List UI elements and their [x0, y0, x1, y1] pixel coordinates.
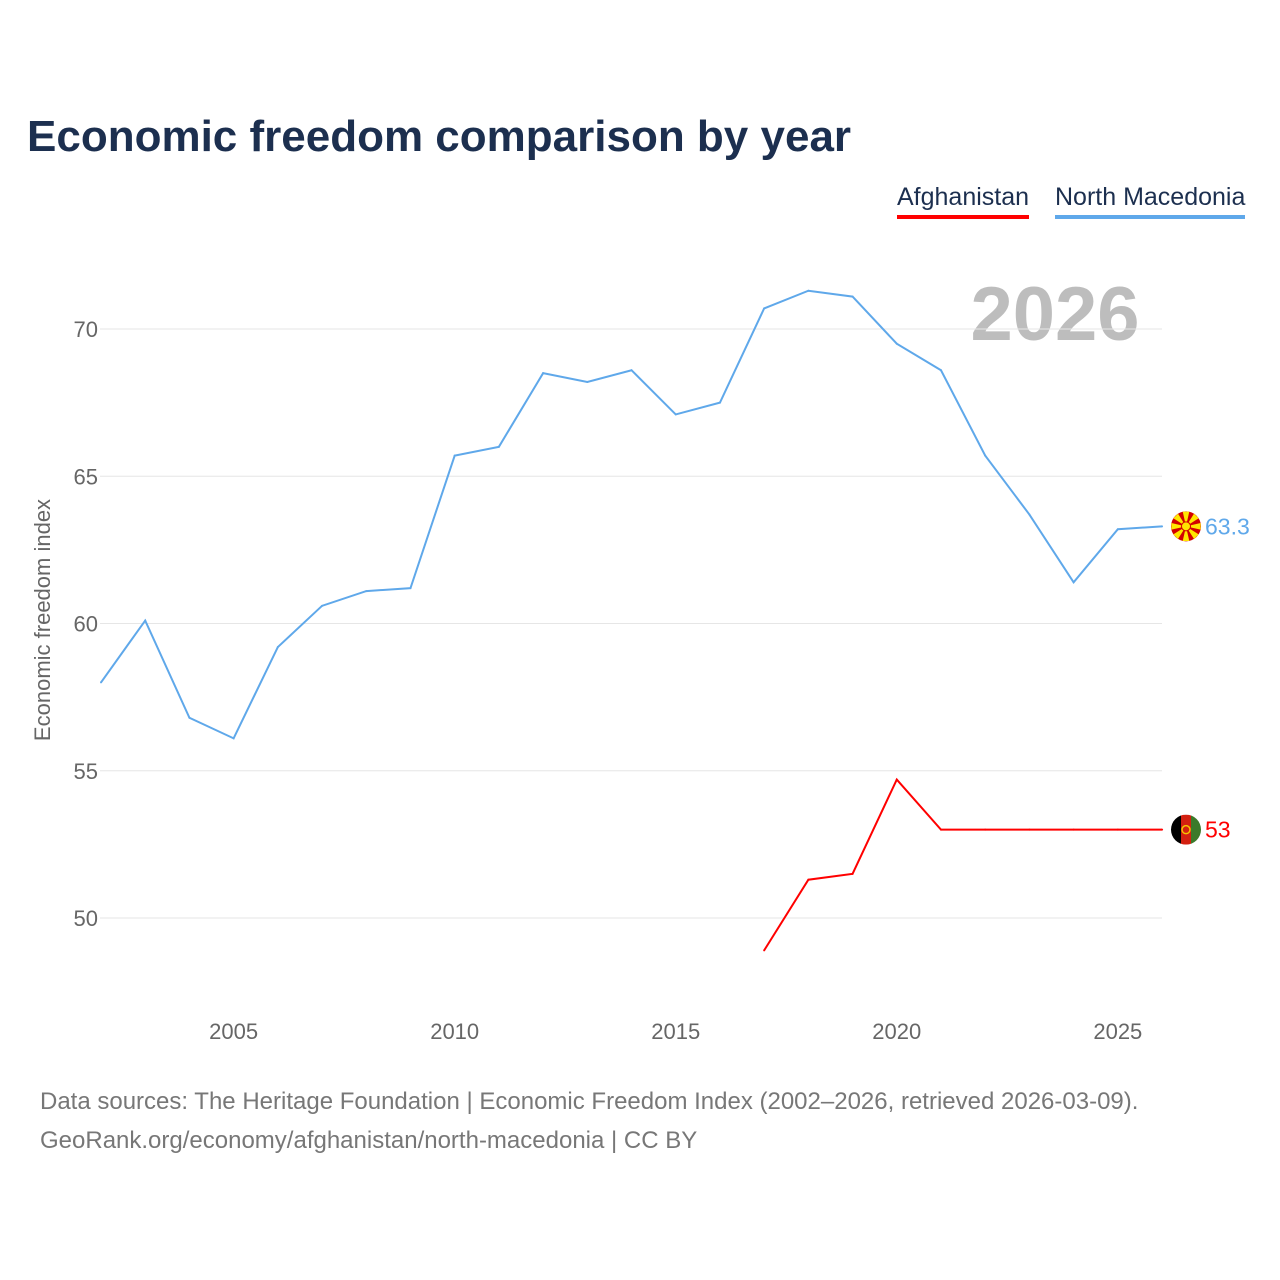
data-point — [763, 949, 766, 952]
data-point — [232, 737, 235, 740]
data-point — [895, 342, 898, 345]
year-watermark: 2026 — [970, 272, 1139, 357]
flag-emblem — [1181, 824, 1191, 835]
footer-sources: Data sources: The Heritage Foundation | … — [40, 1088, 1139, 1115]
data-point — [630, 369, 633, 372]
data-point — [188, 716, 191, 719]
x-tick-label: 2025 — [1093, 1019, 1142, 1044]
x-tick-label: 2020 — [872, 1019, 921, 1044]
y-tick-label: 55 — [74, 759, 98, 784]
data-point — [453, 454, 456, 457]
data-point — [807, 289, 810, 292]
data-point — [895, 778, 898, 781]
flag-ray — [1182, 526, 1190, 541]
chart-title: Economic freedom comparison by year — [27, 112, 852, 161]
end-value-label: 63.3 — [1205, 513, 1250, 539]
flag-sun — [1181, 521, 1191, 532]
afghanistan-flag-icon — [1171, 814, 1201, 845]
north-macedonia-flag-icon — [1171, 511, 1201, 542]
x-tick-label: 2010 — [430, 1019, 479, 1044]
data-point — [1072, 828, 1075, 831]
y-tick-label: 50 — [74, 906, 98, 931]
data-point — [144, 619, 147, 622]
data-point — [674, 413, 677, 416]
flag-stripe — [1181, 814, 1191, 845]
legend-north-macedonia[interactable]: North Macedonia — [1055, 183, 1246, 219]
data-point — [1161, 525, 1164, 528]
y-tick-label: 60 — [74, 612, 98, 637]
data-point — [1116, 528, 1119, 531]
data-point — [276, 646, 279, 649]
data-point — [763, 307, 766, 310]
data-point — [365, 590, 368, 593]
y-tick-label: 70 — [74, 317, 98, 342]
y-tick-label: 65 — [74, 464, 98, 489]
data-point — [497, 445, 500, 448]
end-value-label: 53 — [1205, 817, 1231, 843]
data-point — [1161, 828, 1164, 831]
data-point — [851, 872, 854, 875]
data-point — [718, 401, 721, 404]
data-point — [1072, 581, 1075, 584]
data-point — [984, 828, 987, 831]
flag-ray — [1171, 523, 1186, 530]
data-point — [1028, 828, 1031, 831]
data-point — [100, 681, 102, 684]
y-axis-label: Economic freedom index — [30, 499, 55, 741]
series-line-north-macedonia — [100, 289, 1163, 740]
data-point — [409, 587, 412, 590]
x-tick-label: 2005 — [209, 1019, 258, 1044]
data-point — [321, 604, 324, 607]
data-point — [939, 828, 942, 831]
data-point — [542, 372, 545, 375]
data-point — [586, 381, 589, 384]
data-point — [1116, 828, 1119, 831]
data-point — [807, 878, 810, 881]
x-tick-label: 2015 — [651, 1019, 700, 1044]
data-point — [939, 369, 942, 372]
legend-afghanistan[interactable]: Afghanistan — [897, 183, 1030, 219]
series-line-afghanistan — [763, 777, 1163, 951]
data-point — [1028, 513, 1031, 516]
data-point — [851, 295, 854, 298]
flag-stripe — [1191, 814, 1201, 845]
data-point — [984, 454, 987, 457]
footer-url: GeoRank.org/economy/afghanistan/north-ma… — [40, 1127, 698, 1154]
flag-ray — [1186, 523, 1201, 530]
flag-ray — [1182, 511, 1190, 527]
flag-stripe — [1171, 814, 1181, 845]
